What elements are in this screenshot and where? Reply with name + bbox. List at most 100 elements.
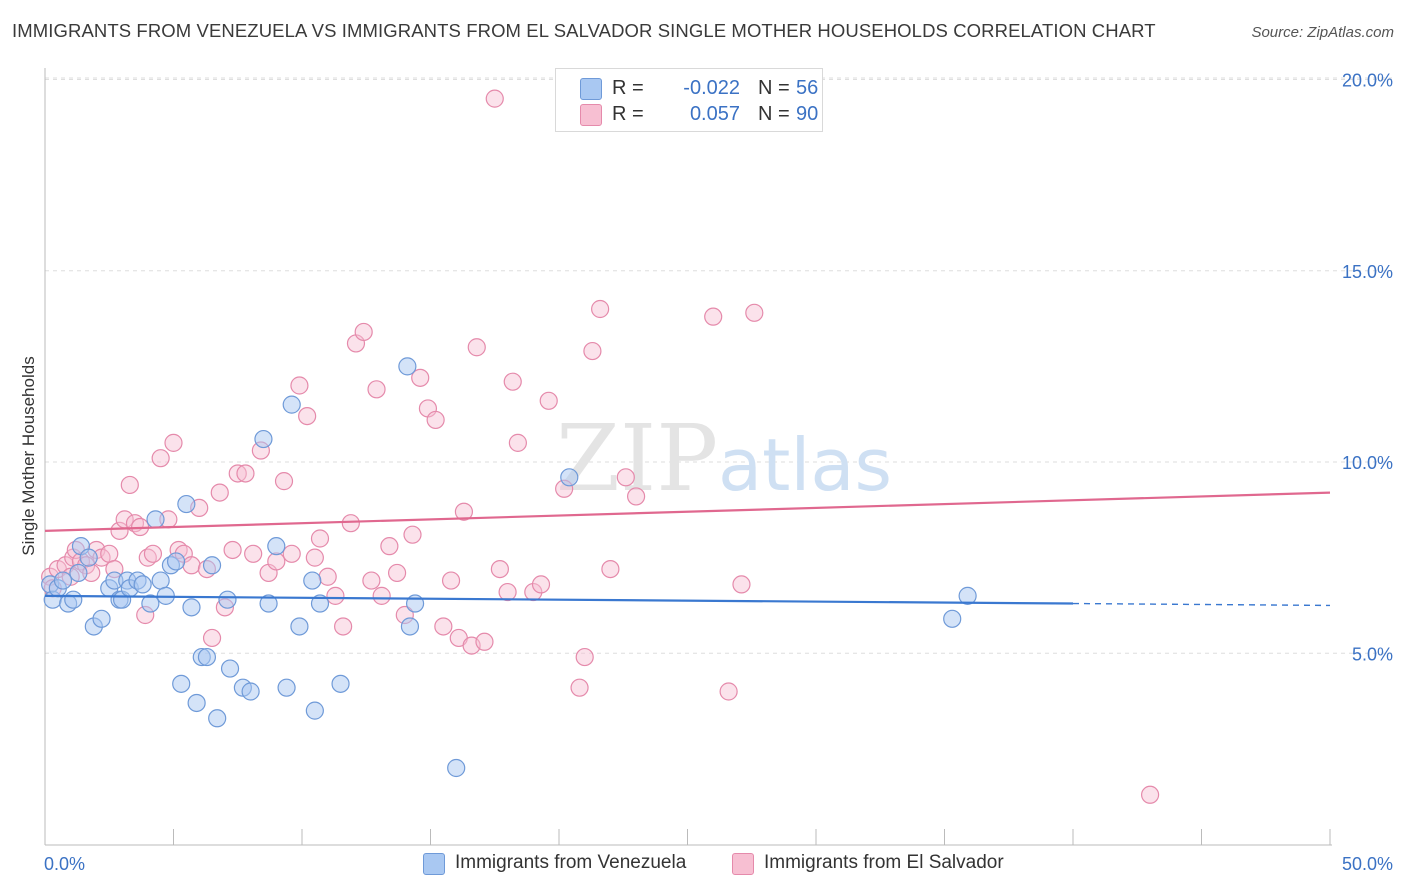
data-point-el-salvador — [403, 525, 422, 544]
data-point-el-salvador — [485, 89, 504, 108]
data-point-el-salvador — [498, 582, 517, 602]
data-point-venezuela — [218, 590, 237, 609]
data-point-venezuela — [64, 590, 83, 609]
data-point-el-salvador — [411, 368, 430, 387]
data-point-el-salvador — [326, 586, 345, 605]
data-point-venezuela — [220, 659, 240, 678]
legend-n-value: 56 — [796, 77, 819, 99]
data-point-el-salvador — [210, 483, 229, 502]
source-credit: Source: ZipAtlas.com — [1251, 24, 1394, 41]
legend-r-value: 0.057 — [689, 103, 740, 125]
chart-title: IMMIGRANTS FROM VENEZUELA VS IMMIGRANTS … — [12, 20, 1156, 41]
data-point-el-salvador — [1140, 785, 1160, 804]
watermark: ZIP atlas — [556, 405, 892, 512]
data-point-el-salvador — [362, 571, 381, 590]
data-point-el-salvador — [202, 628, 222, 648]
bottom-legend-label-venezuela: Immigrants from Venezuela — [455, 852, 687, 873]
data-point-el-salvador — [372, 586, 391, 605]
data-point-el-salvador — [441, 571, 461, 590]
watermark-zip: ZIP — [556, 405, 718, 512]
data-point-venezuela — [141, 594, 160, 613]
gridlines — [45, 77, 1392, 654]
data-point-el-salvador — [367, 380, 386, 399]
data-point-el-salvador — [626, 487, 646, 506]
y-axis-label: Single Mother Households — [19, 356, 38, 555]
data-point-el-salvador — [732, 575, 751, 594]
data-point-el-salvador — [100, 544, 119, 563]
data-point-el-salvador — [570, 678, 589, 697]
data-point-el-salvador — [120, 475, 139, 495]
series-el-salvador-points — [41, 89, 1160, 804]
data-point-venezuela — [172, 674, 191, 693]
data-point-venezuela — [282, 395, 301, 414]
legend-r-label: R = — [612, 103, 644, 125]
data-point-venezuela — [208, 709, 227, 728]
data-point-el-salvador — [244, 544, 263, 563]
data-point-venezuela — [177, 494, 196, 514]
data-point-el-salvador — [719, 682, 738, 701]
correlation-legend: R = -0.022 N = 56 R = 0.057 N = 90 — [555, 68, 823, 132]
legend-swatch-venezuela — [580, 78, 602, 100]
legend-n-label: N = — [758, 103, 790, 125]
data-point-el-salvador — [164, 433, 183, 452]
data-point-venezuela — [254, 429, 273, 449]
data-point-el-salvador — [591, 299, 610, 319]
legend-n-label: N = — [758, 77, 790, 99]
data-point-venezuela — [958, 586, 977, 605]
data-point-venezuela — [187, 693, 206, 713]
data-point-el-salvador — [354, 322, 373, 342]
data-point-venezuela — [267, 537, 286, 556]
data-point-el-salvador — [267, 552, 286, 571]
data-point-venezuela — [146, 510, 165, 529]
data-point-el-salvador — [531, 575, 551, 594]
data-point-el-salvador — [490, 559, 509, 579]
data-point-venezuela — [133, 575, 152, 594]
data-point-el-salvador — [290, 376, 309, 395]
data-point-el-salvador — [434, 617, 453, 636]
data-point-el-salvador — [223, 540, 242, 560]
data-point-venezuela — [259, 594, 278, 613]
bottom-legend-label-el-salvador: Immigrants from El Salvador — [764, 852, 1004, 873]
data-point-venezuela — [166, 552, 186, 571]
data-point-el-salvador — [182, 556, 201, 575]
data-point-el-salvador — [305, 548, 324, 567]
data-point-el-salvador — [387, 563, 407, 583]
data-point-el-salvador — [318, 567, 337, 586]
watermark-atlas: atlas — [718, 423, 892, 507]
data-point-el-salvador — [110, 521, 129, 540]
data-point-venezuela — [305, 701, 324, 720]
data-point-el-salvador — [704, 307, 723, 326]
trend-line-venezuela-extrapolated — [1072, 602, 1331, 607]
data-point-venezuela — [310, 594, 330, 613]
data-point-el-salvador — [475, 632, 494, 651]
data-point-el-salvador — [616, 468, 635, 487]
data-point-el-salvador — [341, 514, 360, 533]
y-tick-label: 20.0% — [1342, 71, 1393, 91]
data-point-venezuela — [69, 563, 88, 583]
legend-n-value: 90 — [796, 103, 819, 125]
data-point-el-salvador — [583, 341, 602, 361]
data-point-el-salvador — [467, 338, 486, 357]
data-point-venezuela — [447, 758, 466, 778]
data-point-el-salvador — [274, 472, 294, 491]
data-point-el-salvador — [503, 372, 522, 391]
data-point-venezuela — [303, 571, 322, 590]
data-point-venezuela — [290, 617, 309, 636]
trend-line-venezuela — [44, 594, 1074, 605]
trend-line-el-salvador — [44, 491, 1331, 532]
data-point-venezuela — [92, 609, 111, 628]
data-point-venezuela — [202, 556, 222, 575]
x-tick-label-max: 50.0% — [1342, 854, 1393, 874]
data-point-venezuela — [241, 682, 260, 701]
y-tick-label: 10.0% — [1342, 453, 1393, 473]
data-point-el-salvador — [143, 544, 163, 563]
data-point-el-salvador — [151, 449, 170, 468]
data-point-venezuela — [398, 357, 417, 376]
data-point-venezuela — [197, 647, 217, 667]
bottom-legend-swatch-el-salvador — [732, 853, 754, 875]
data-point-el-salvador — [575, 647, 594, 667]
data-point-el-salvador — [298, 407, 317, 426]
bottom-legend-swatch-venezuela — [423, 853, 445, 875]
data-point-el-salvador — [282, 544, 301, 563]
